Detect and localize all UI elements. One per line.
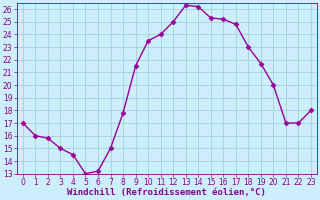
X-axis label: Windchill (Refroidissement éolien,°C): Windchill (Refroidissement éolien,°C) — [68, 188, 266, 197]
